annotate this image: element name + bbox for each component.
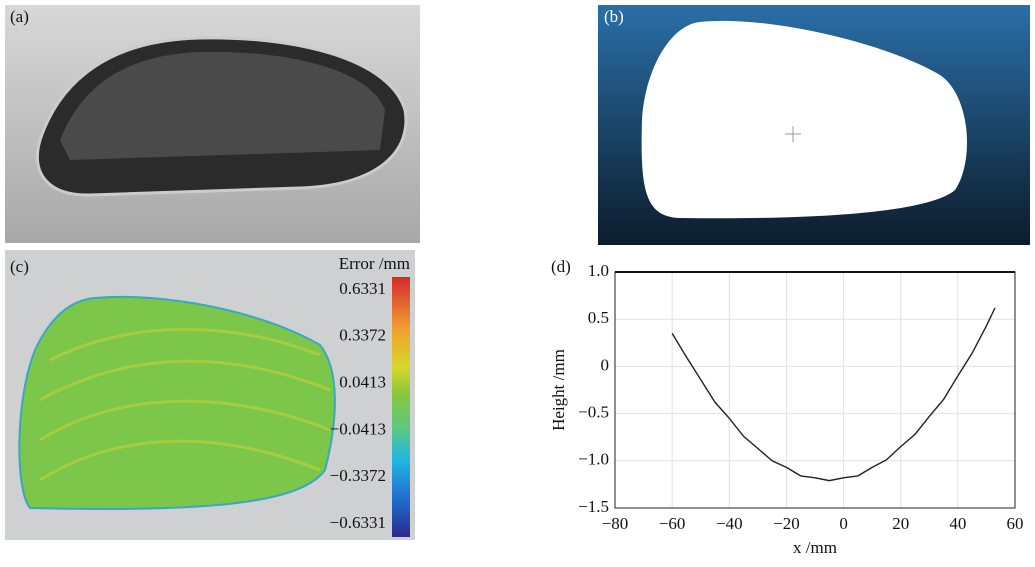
panel-label: (c) [10, 257, 29, 276]
y-tick-label: 1.0 [588, 261, 609, 280]
colorbar-label: −0.0413 [330, 419, 386, 438]
panel-label: (b) [604, 7, 624, 26]
crosshair [785, 126, 801, 142]
colorbar-title: Error /mm [339, 254, 410, 273]
y-axis-label: Height /mm [549, 349, 568, 431]
panel-label: (d) [551, 257, 571, 276]
profile-line [671, 307, 996, 482]
x-axis-label: x /mm [793, 538, 837, 557]
x-tick-label: 60 [1007, 514, 1024, 533]
y-tick-label: −1.5 [578, 497, 609, 516]
y-tick-label: 0.5 [588, 308, 609, 327]
x-tick-label: −20 [773, 514, 800, 533]
error-map [18, 295, 336, 511]
reflection [60, 51, 385, 160]
colorbar-label: −0.3372 [330, 466, 386, 485]
colorbar-label: −0.6331 [330, 513, 386, 532]
colorbar-label: 0.3372 [339, 326, 386, 345]
error-bands [39, 327, 331, 482]
colorbar-label: 0.6331 [339, 279, 386, 298]
panel-label: (a) [10, 7, 29, 26]
scan-shape [641, 20, 967, 219]
plot-frame [614, 271, 1016, 509]
x-tick-label: 40 [949, 514, 966, 533]
x-tick-label: −80 [602, 514, 629, 533]
y-tick-label: −1.0 [578, 450, 609, 469]
y-tick-label: 0 [601, 355, 610, 374]
colorbar [392, 277, 410, 537]
x-tick-label: −60 [659, 514, 686, 533]
colorbar-label: 0.0413 [339, 373, 386, 392]
x-tick-label: −40 [716, 514, 743, 533]
y-tick-label: −0.5 [578, 403, 609, 422]
x-tick-label: 0 [839, 514, 848, 533]
x-tick-label: 20 [892, 514, 909, 533]
